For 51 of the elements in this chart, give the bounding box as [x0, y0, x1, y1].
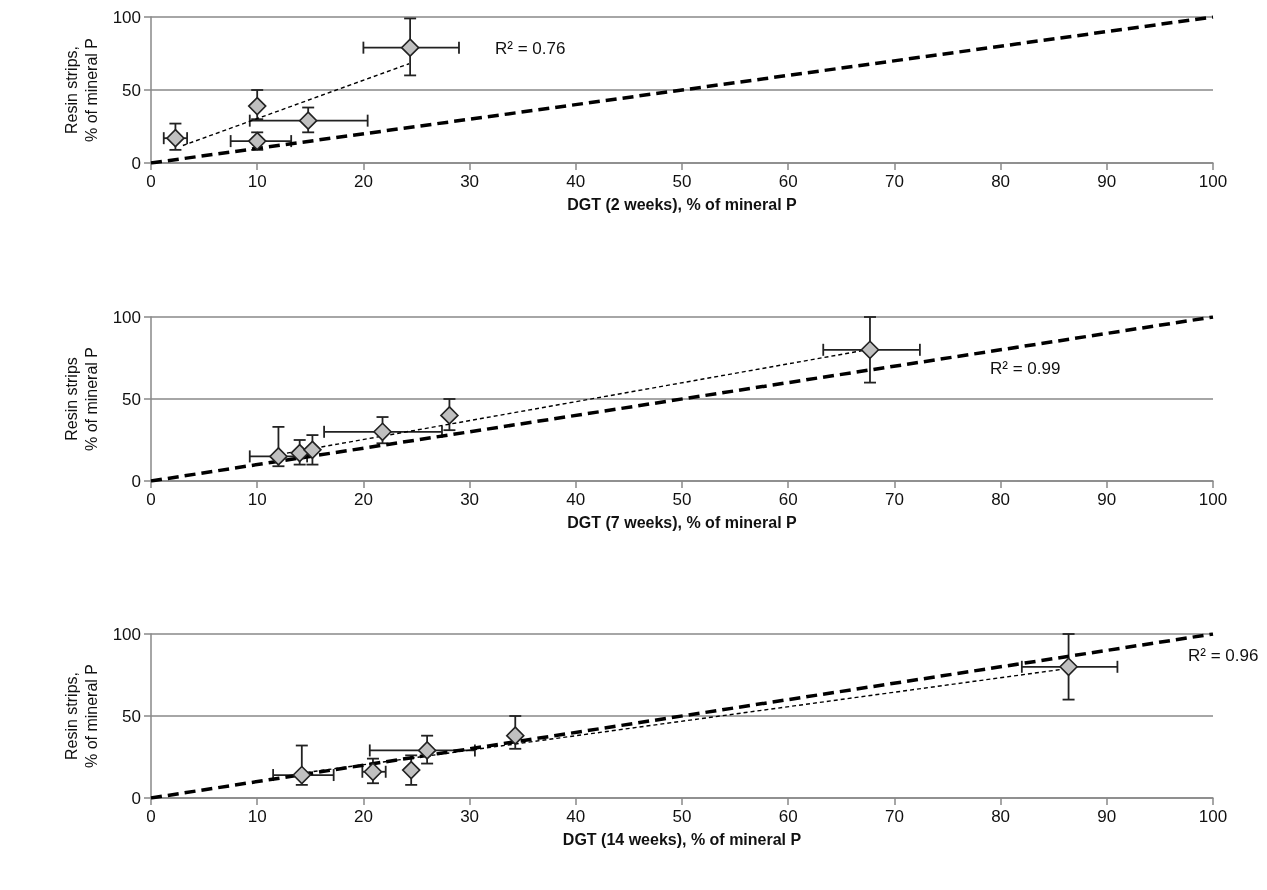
- x-tick-label: 30: [460, 490, 480, 509]
- y-tick-label: 100: [112, 624, 141, 644]
- x-tick-label: 100: [1198, 490, 1228, 509]
- x-tick-label: 40: [566, 807, 586, 826]
- x-tick-label: 0: [146, 172, 156, 191]
- y-axis-title: Resin strips, % of mineral P: [63, 663, 101, 769]
- y-tick-label: 50: [122, 80, 141, 100]
- y-tick-label: 50: [122, 706, 141, 726]
- y-tick-label: 50: [122, 389, 141, 409]
- y-tick-label: 100: [112, 307, 141, 327]
- annotation: R² = 0.96: [1188, 646, 1259, 665]
- x-tick-label: 10: [247, 807, 267, 826]
- x-tick-label: 10: [247, 490, 267, 509]
- x-tick-label: 60: [778, 172, 798, 191]
- x-tick-label: 20: [353, 172, 373, 191]
- x-tick-label: 80: [991, 172, 1011, 191]
- annotation: R² = 0.76: [495, 39, 566, 58]
- y-tick-label: 100: [112, 7, 141, 27]
- y-tick-label: 0: [131, 788, 141, 808]
- x-axis-title: DGT (14 weeks), % of mineral P: [562, 830, 802, 848]
- y-axis-title: Resin strips, % of mineral P: [63, 37, 101, 143]
- annotation: R² = 0.99: [990, 359, 1061, 378]
- x-tick-label: 0: [146, 807, 156, 826]
- x-axis-title: DGT (7 weeks), % of mineral P: [567, 513, 798, 531]
- x-tick-label: 100: [1198, 807, 1228, 826]
- y-axis-title: Resin strips % of mineral P: [63, 346, 101, 452]
- x-tick-label: 80: [991, 490, 1011, 509]
- y-tick-label: 0: [131, 471, 141, 491]
- x-tick-label: 70: [884, 807, 904, 826]
- x-tick-label: 50: [672, 172, 692, 191]
- x-axis-title: DGT (2 weeks), % of mineral P: [567, 195, 798, 213]
- y-tick-label: 0: [131, 153, 141, 173]
- x-tick-label: 20: [353, 807, 373, 826]
- x-tick-label: 30: [460, 172, 480, 191]
- x-tick-label: 100: [1198, 172, 1228, 191]
- x-tick-label: 10: [247, 172, 267, 191]
- x-tick-label: 20: [353, 490, 373, 509]
- x-tick-label: 70: [884, 490, 904, 509]
- x-tick-label: 90: [1097, 807, 1117, 826]
- x-tick-label: 0: [146, 490, 156, 509]
- x-tick-label: 70: [884, 172, 904, 191]
- x-tick-label: 40: [566, 490, 586, 509]
- x-tick-label: 30: [460, 807, 480, 826]
- x-tick-label: 60: [778, 490, 798, 509]
- x-tick-label: 50: [672, 807, 692, 826]
- x-tick-label: 50: [672, 490, 692, 509]
- x-tick-label: 90: [1097, 490, 1117, 509]
- x-tick-label: 60: [778, 807, 798, 826]
- x-tick-label: 90: [1097, 172, 1117, 191]
- x-tick-label: 40: [566, 172, 586, 191]
- x-tick-label: 80: [991, 807, 1011, 826]
